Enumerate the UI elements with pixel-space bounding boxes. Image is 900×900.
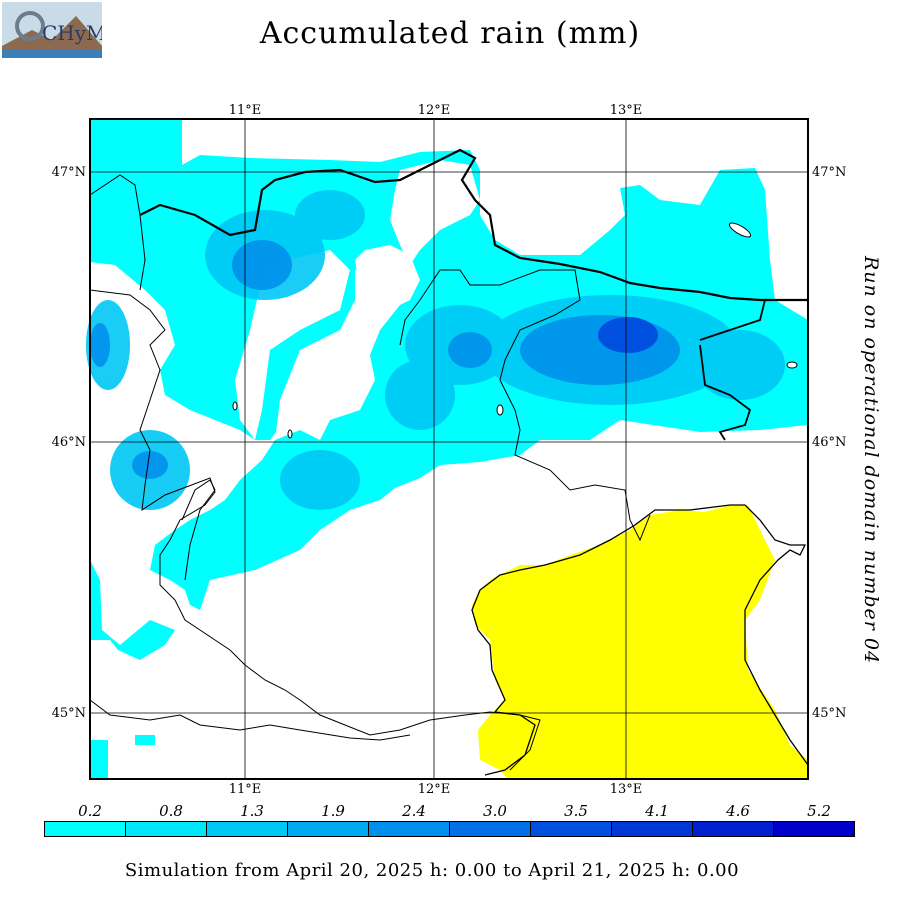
legend-value: 5.2 — [807, 802, 831, 820]
legend-value: 3.0 — [483, 802, 507, 820]
borders — [89, 148, 809, 776]
legend-swatch — [773, 821, 855, 837]
legend-value: 0.2 — [78, 802, 102, 820]
adriatic-sea-area — [472, 505, 808, 779]
legend-value: 2.4 — [402, 802, 426, 820]
legend-value: 4.1 — [645, 802, 669, 820]
legend-value: 0.8 — [159, 802, 183, 820]
legend-swatch — [125, 821, 207, 837]
legend-value: 1.9 — [321, 802, 345, 820]
legend-value: 3.5 — [564, 802, 588, 820]
lat-label-right-46: 46°N — [812, 435, 846, 450]
logo-text: CHyM — [42, 21, 102, 45]
legend-swatch — [368, 821, 450, 837]
lon-label-bottom-13: 13°E — [610, 782, 643, 797]
chart-title: Accumulated rain (mm) — [259, 16, 641, 51]
legend-swatch — [611, 821, 693, 837]
lat-label-right-45: 45°N — [812, 706, 846, 721]
lat-label-right-47: 47°N — [812, 165, 846, 180]
chym-logo: CHyM — [2, 2, 107, 58]
lat-label-left-47: 47°N — [52, 165, 86, 180]
run-domain-caption: Run on operational domain number 04 — [860, 255, 882, 665]
simulation-period: Simulation from April 20, 2025 h: 0.00 t… — [124, 860, 740, 881]
legend-swatch — [287, 821, 369, 837]
lat-label-left-46: 46°N — [52, 435, 86, 450]
legend-value: 4.6 — [726, 802, 750, 820]
lon-label-top-11: 11°E — [229, 103, 262, 118]
lon-label-top-12: 12°E — [418, 103, 451, 118]
lat-label-left-45: 45°N — [52, 706, 86, 721]
rain-field-peak — [598, 317, 658, 353]
legend-swatch — [449, 821, 531, 837]
lon-label-bottom-12: 12°E — [418, 782, 451, 797]
legend-swatch — [530, 821, 612, 837]
legend-swatch — [206, 821, 288, 837]
map-frame — [89, 118, 809, 780]
legend-swatch — [692, 821, 774, 837]
lon-label-bottom-11: 11°E — [229, 782, 262, 797]
legend-value: 1.3 — [240, 802, 264, 820]
lon-label-top-13: 13°E — [610, 103, 643, 118]
graticule — [90, 119, 808, 779]
legend-swatch — [44, 821, 126, 837]
